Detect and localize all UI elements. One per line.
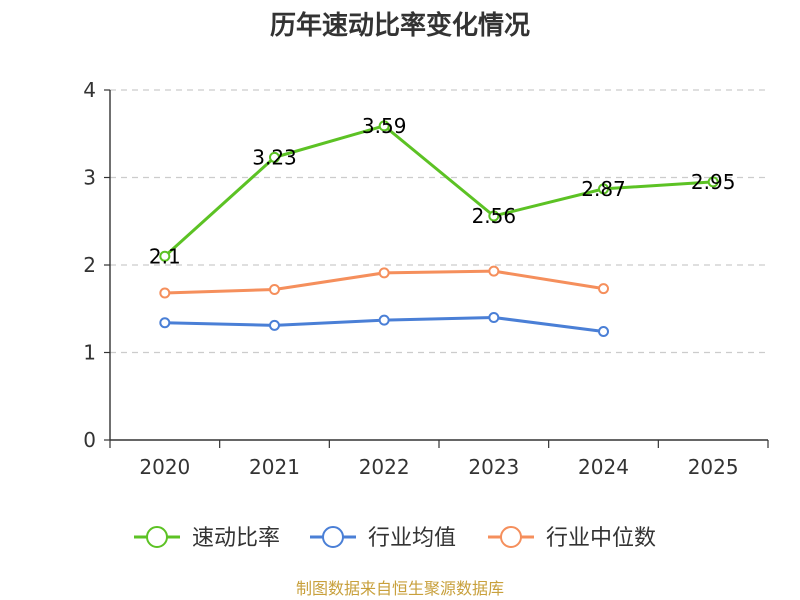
x-tick-label-2021: 2021 bbox=[249, 455, 300, 479]
data-label-2021: 3.23 bbox=[252, 145, 297, 169]
data-label-2025: 2.95 bbox=[691, 170, 736, 194]
source-note: 制图数据来自恒生聚源数据库 bbox=[296, 579, 504, 598]
x-tick-label-2023: 2023 bbox=[468, 455, 519, 479]
series-0-point-2024 bbox=[598, 183, 609, 195]
data-label-2020: 2.1 bbox=[149, 244, 181, 268]
series-0-point-2020 bbox=[159, 250, 171, 262]
data-label-2024: 2.87 bbox=[581, 177, 626, 201]
series-2-point-2022 bbox=[378, 267, 390, 279]
legend-label-1: 行业均值 bbox=[368, 526, 456, 551]
legend-marker-1 bbox=[322, 526, 344, 548]
series-2-point-2020 bbox=[159, 287, 171, 299]
chart-title: 历年速动比率变化情况 bbox=[270, 10, 530, 41]
series-2-point-2021 bbox=[269, 284, 280, 295]
axes: 0 1 2 3 4 2020 2021 2022 2023 2024 2025 bbox=[83, 78, 769, 479]
series-1-point-2022 bbox=[378, 314, 390, 326]
legend-marker-2 bbox=[500, 526, 522, 548]
series-0-point-2023 bbox=[488, 210, 500, 222]
legend-label-0: 速动比率 bbox=[192, 526, 280, 551]
series-line-0 bbox=[163, 124, 714, 258]
series-lines bbox=[159, 120, 719, 337]
series-0-point-2025 bbox=[707, 176, 719, 188]
series-0-point-2021 bbox=[269, 151, 280, 163]
data-label-2022: 3.59 bbox=[362, 114, 407, 138]
x-tick-label-2020: 2020 bbox=[139, 455, 190, 479]
legend-item-0: 速动比率 bbox=[134, 526, 280, 551]
legend-item-2: 行业中位数 bbox=[488, 526, 656, 551]
series-2-point-2023 bbox=[488, 265, 500, 277]
x-tick-label-2024: 2024 bbox=[578, 455, 629, 479]
series-1-point-2021 bbox=[269, 319, 280, 331]
y-tick-label-2: 2 bbox=[83, 253, 96, 277]
data-labels: 2.1 3.23 3.59 2.56 2.87 2.95 bbox=[149, 114, 736, 268]
series-2-point-2024 bbox=[598, 283, 609, 295]
x-tick-label-2025: 2025 bbox=[688, 455, 739, 479]
grid-lines bbox=[110, 89, 768, 354]
data-label-2023: 2.56 bbox=[472, 204, 517, 228]
y-tick-label-1: 1 bbox=[83, 341, 96, 365]
series-1-point-2023 bbox=[488, 312, 500, 323]
x-tick-label-2022: 2022 bbox=[359, 455, 410, 479]
series-1-point-2020 bbox=[159, 317, 171, 329]
y-tick-label-4: 4 bbox=[83, 78, 96, 102]
series-1-point-2024 bbox=[598, 326, 609, 337]
y-tick-label-3: 3 bbox=[83, 166, 96, 190]
legend-item-1: 行业均值 bbox=[310, 526, 456, 551]
series-0-point-2022 bbox=[378, 120, 390, 132]
y-tick-label-0: 0 bbox=[83, 428, 96, 452]
legend-marker-0 bbox=[146, 526, 168, 548]
legend: 速动比率 行业均值 行业中位数 bbox=[134, 526, 656, 551]
legend-label-2: 行业中位数 bbox=[546, 526, 656, 551]
